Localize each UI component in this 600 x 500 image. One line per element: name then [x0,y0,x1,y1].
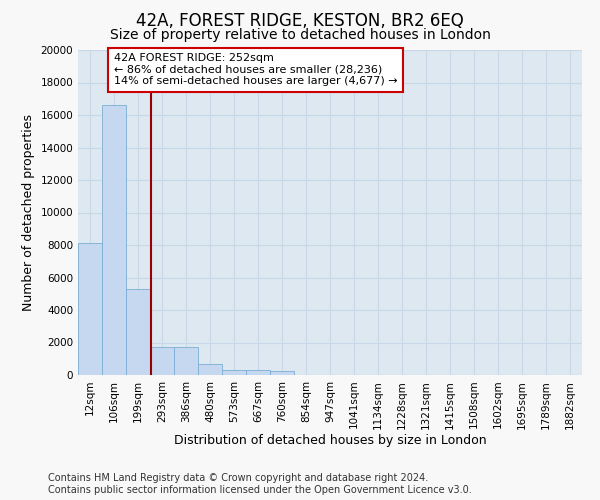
Text: 42A, FOREST RIDGE, KESTON, BR2 6EQ: 42A, FOREST RIDGE, KESTON, BR2 6EQ [136,12,464,30]
Bar [102,106,126,375]
Bar [222,370,246,375]
Y-axis label: Number of detached properties: Number of detached properties [22,114,35,311]
Bar [78,244,102,375]
Text: Size of property relative to detached houses in London: Size of property relative to detached ho… [110,28,490,42]
Bar [198,364,222,375]
Bar [246,370,270,375]
Text: Contains HM Land Registry data © Crown copyright and database right 2024.
Contai: Contains HM Land Registry data © Crown c… [48,474,472,495]
Bar [270,372,294,375]
Text: 42A FOREST RIDGE: 252sqm
← 86% of detached houses are smaller (28,236)
14% of se: 42A FOREST RIDGE: 252sqm ← 86% of detach… [114,53,398,86]
Bar [174,346,198,375]
X-axis label: Distribution of detached houses by size in London: Distribution of detached houses by size … [173,434,487,447]
Bar [150,346,174,375]
Bar [126,289,150,375]
